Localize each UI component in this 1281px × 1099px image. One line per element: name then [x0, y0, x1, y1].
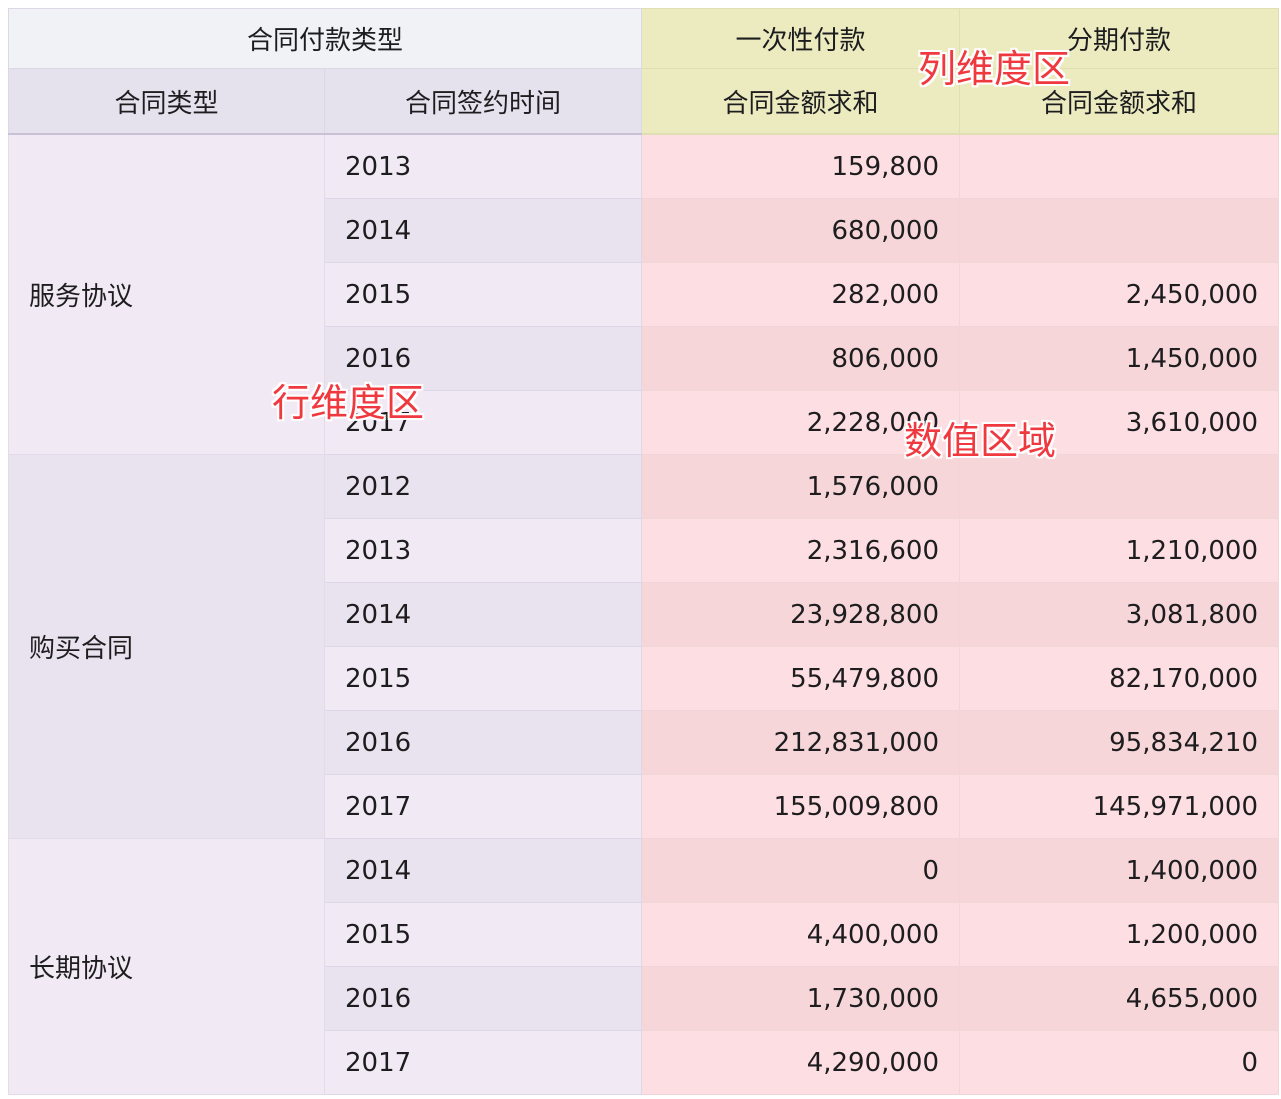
table-row: 购买合同 2012 1,576,000	[8, 454, 1280, 839]
value-cell-installment[interactable]: 1,450,000	[959, 326, 1280, 391]
value-cell-lump-sum[interactable]: 282,000	[641, 262, 961, 327]
table-row: 2016 212,831,000 95,834,210	[9, 710, 1280, 775]
sign-year-cell[interactable]: 2014	[323, 838, 643, 903]
sign-year-cell[interactable]: 2015	[323, 902, 643, 967]
value-cell-lump-sum[interactable]: 1,730,000	[641, 966, 961, 1031]
value-cell-lump-sum[interactable]: 212,831,000	[641, 710, 961, 775]
table-row: 2017 155,009,800 145,971,000	[9, 774, 1280, 839]
measure-label-installment[interactable]: 合同金额求和	[959, 68, 1280, 135]
sign-year-cell[interactable]: 2017	[323, 390, 643, 455]
header-row-fields: 合同类型 合同签约时间 合同金额求和 合同金额求和	[8, 68, 1280, 135]
sign-year-cell[interactable]: 2016	[323, 326, 643, 391]
sign-year-cell[interactable]: 2016	[323, 710, 643, 775]
table-row: 2014 23,928,800 3,081,800	[9, 582, 1280, 647]
contract-type-cell[interactable]: 长期协议	[8, 838, 325, 1095]
value-cell-installment[interactable]: 4,655,000	[959, 966, 1280, 1031]
value-cell-lump-sum[interactable]: 2,228,000	[641, 390, 961, 455]
value-cell-installment[interactable]: 3,610,000	[959, 390, 1280, 455]
payment-type-installment[interactable]: 分期付款	[959, 8, 1280, 69]
contract-type-cell[interactable]: 购买合同	[8, 454, 325, 839]
sign-year-cell[interactable]: 2014	[323, 582, 643, 647]
measure-label-lump-sum[interactable]: 合同金额求和	[641, 68, 961, 135]
row-dim-sign-date[interactable]: 合同签约时间	[323, 68, 643, 135]
contract-type-cell[interactable]: 服务协议	[8, 133, 325, 455]
sign-year-cell[interactable]: 2015	[323, 262, 643, 327]
value-cell-installment[interactable]: 82,170,000	[959, 646, 1280, 711]
value-cell-lump-sum[interactable]: 1,576,000	[641, 454, 961, 519]
value-cell-lump-sum[interactable]: 806,000	[641, 326, 961, 391]
value-cell-installment[interactable]: 1,200,000	[959, 902, 1280, 967]
value-cell-lump-sum[interactable]: 55,479,800	[641, 646, 961, 711]
table-row: 2013 2,316,600 1,210,000	[9, 518, 1280, 583]
pivot-header: 合同付款类型 一次性付款 分期付款 合同类型 合同签约时间 合同金额求和 合同金…	[7, 8, 1280, 135]
sign-year-cell[interactable]: 2013	[323, 133, 643, 199]
value-cell-installment[interactable]: 3,081,800	[959, 582, 1280, 647]
value-cell-installment[interactable]: 95,834,210	[959, 710, 1280, 775]
value-cell-lump-sum[interactable]: 0	[641, 838, 961, 903]
row-dim-contract-type[interactable]: 合同类型	[8, 68, 325, 135]
sign-year-cell[interactable]: 2016	[323, 966, 643, 1031]
table-row: 2015 55,479,800 82,170,000	[9, 646, 1280, 711]
value-cell-installment[interactable]	[959, 454, 1280, 519]
value-cell-lump-sum[interactable]: 4,400,000	[641, 902, 961, 967]
value-cell-installment[interactable]: 2,450,000	[959, 262, 1280, 327]
value-cell-installment[interactable]	[959, 133, 1280, 199]
pivot-body: 服务协议 2013 159,800 2014 680,000 2015 282,000 2,4…	[8, 133, 1280, 1095]
value-cell-installment[interactable]: 1,210,000	[959, 518, 1280, 583]
table-row: 2017 4,290,000 0	[9, 1030, 1280, 1095]
value-cell-installment[interactable]: 0	[959, 1030, 1280, 1095]
value-cell-lump-sum[interactable]: 23,928,800	[641, 582, 961, 647]
value-cell-installment[interactable]: 145,971,000	[959, 774, 1280, 839]
value-cell-lump-sum[interactable]: 4,290,000	[641, 1030, 961, 1095]
payment-type-lump-sum[interactable]: 一次性付款	[641, 8, 961, 69]
table-row: 服务协议 2013 159,800	[8, 133, 1280, 455]
table-row: 2016 1,730,000 4,655,000	[9, 966, 1280, 1031]
table-row: 长期协议 2014 0 1,400,000	[8, 838, 1280, 1095]
value-cell-lump-sum[interactable]: 680,000	[641, 198, 961, 263]
header-row-payment-type: 合同付款类型 一次性付款 分期付款	[7, 8, 1280, 69]
value-cell-installment[interactable]	[959, 198, 1280, 263]
value-cell-installment[interactable]: 1,400,000	[959, 838, 1280, 903]
sign-year-cell[interactable]: 2012	[323, 454, 643, 519]
sign-year-cell[interactable]: 2015	[323, 646, 643, 711]
sign-year-cell[interactable]: 2013	[323, 518, 643, 583]
value-cell-lump-sum[interactable]: 2,316,600	[641, 518, 961, 583]
sign-year-cell[interactable]: 2014	[323, 198, 643, 263]
corner-label: 合同付款类型	[7, 8, 643, 69]
value-cell-lump-sum[interactable]: 155,009,800	[641, 774, 961, 839]
sign-year-cell[interactable]: 2017	[323, 774, 643, 839]
sign-year-cell[interactable]: 2017	[323, 1030, 643, 1095]
table-row: 2014 680,000	[9, 198, 1280, 263]
value-cell-lump-sum[interactable]: 159,800	[641, 133, 961, 199]
pivot-table: 合同付款类型 一次性付款 分期付款 合同类型 合同签约时间 合同金额求和 合同金…	[7, 8, 1280, 1095]
table-row: 2015 282,000 2,450,000	[9, 262, 1280, 327]
table-row: 2017 2,228,000 3,610,000	[9, 390, 1280, 455]
